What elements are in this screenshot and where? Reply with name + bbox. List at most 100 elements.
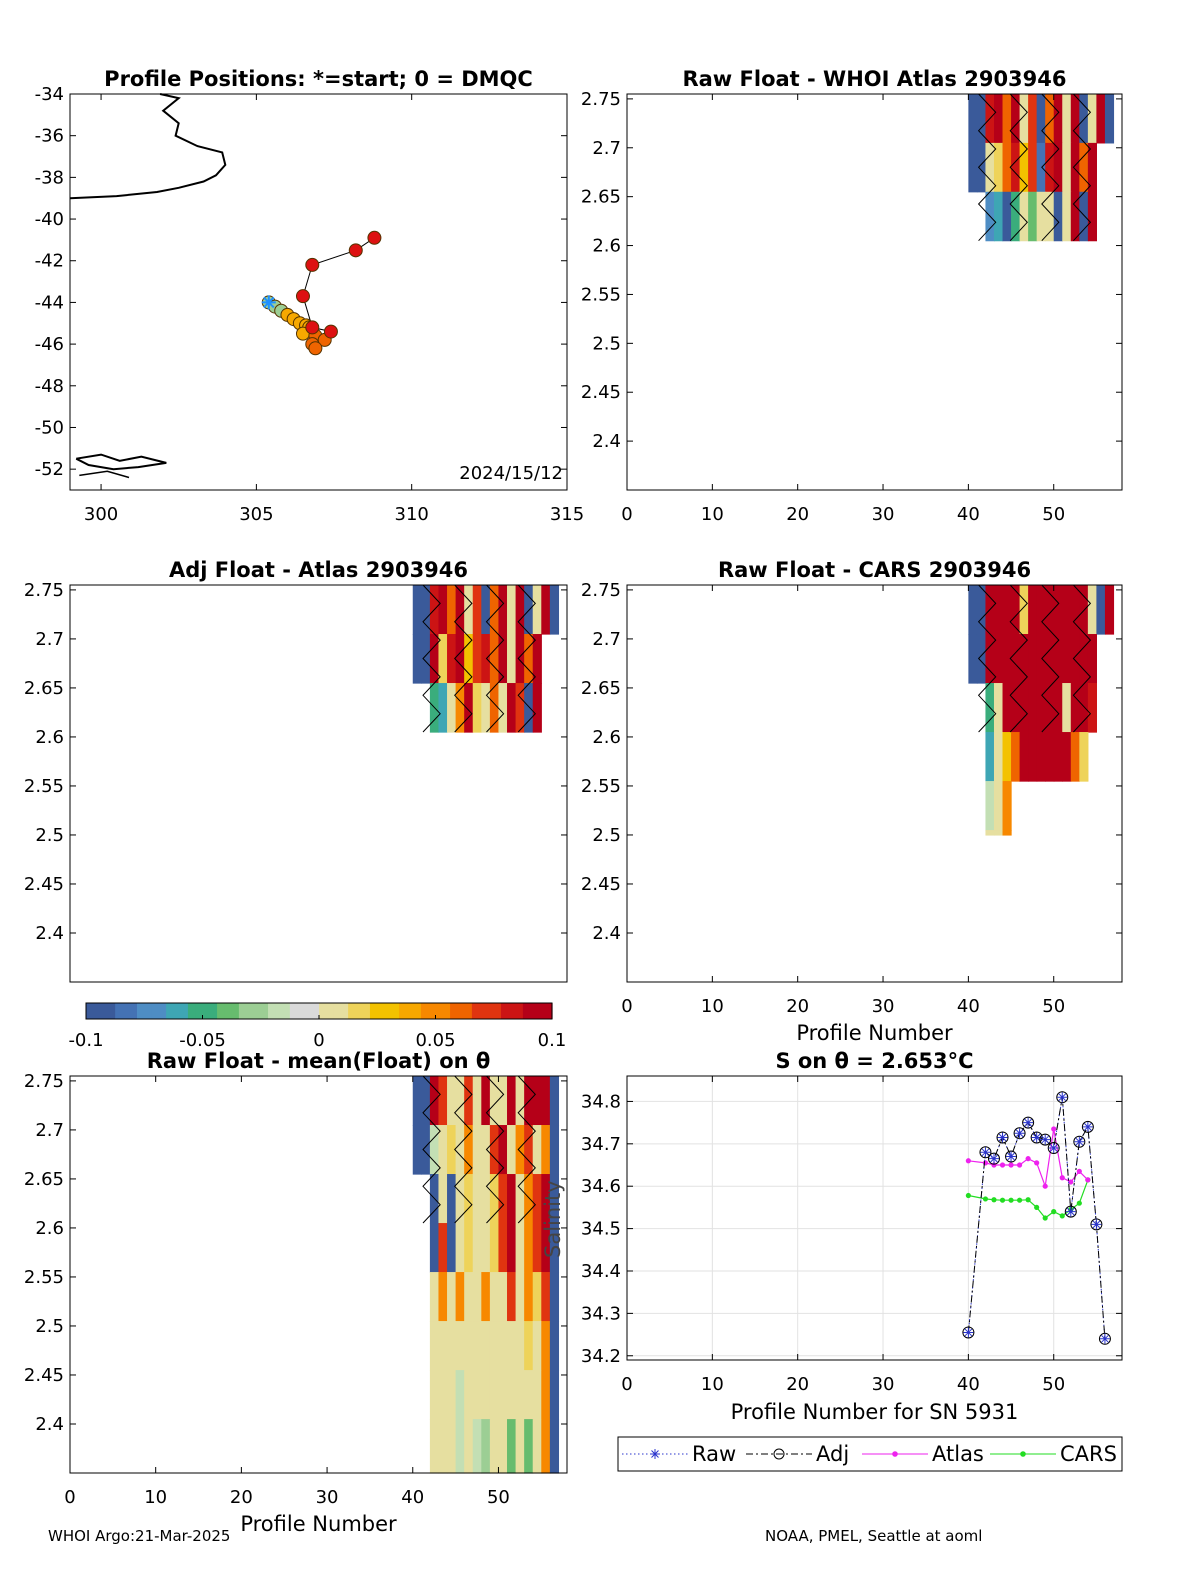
y-tick-label: -42	[35, 251, 64, 272]
heatmap-cell	[1053, 191, 1063, 242]
x-tick-label: 10	[144, 1487, 167, 1508]
heatmap-cell	[429, 1321, 440, 1371]
heatmap-cell	[985, 830, 995, 836]
colorbar-swatch	[231, 1003, 240, 1019]
heatmap-cell	[1079, 732, 1089, 782]
colorbar-swatch	[180, 1003, 189, 1019]
colorbar: -0.1 -0.05 0 0.05 0.1	[68, 1002, 566, 1051]
y-tick-label: 2.45	[24, 1365, 64, 1386]
x-tick-label: 30	[316, 1487, 339, 1508]
colorbar-swatch	[326, 1003, 335, 1019]
y-tick-label: 2.75	[24, 580, 64, 601]
heatmap-cell	[549, 1223, 560, 1273]
raw-point	[1006, 1151, 1017, 1162]
contour-line	[485, 1075, 505, 1224]
y-tick-label: -34	[35, 84, 64, 105]
heatmap-cell	[1019, 732, 1029, 782]
heatmap-cell	[489, 1272, 500, 1322]
colorbar-swatch	[522, 1003, 531, 1019]
heatmap-cell	[1019, 585, 1029, 635]
heatmap-cell	[481, 683, 491, 733]
heatmap-cell	[549, 1272, 560, 1322]
y-tick-label: 2.65	[581, 678, 621, 699]
heatmap-cell	[968, 94, 978, 144]
y-tick-label: 2.45	[581, 382, 621, 403]
heatmap-cell	[541, 1272, 551, 1322]
y-tick-label: 2.5	[35, 1316, 64, 1337]
heatmap-cell	[985, 634, 995, 684]
heatmap-cell	[541, 1223, 551, 1273]
colorbar-swatch	[260, 1003, 269, 1019]
colorbar-swatch	[406, 1003, 415, 1019]
heatmap-cell	[464, 1272, 474, 1322]
heatmap-cell	[498, 1321, 508, 1371]
x-tick-label: 40	[401, 1487, 424, 1508]
heatmap-cell	[532, 1125, 542, 1175]
y-tick-label: 2.4	[592, 923, 621, 944]
y-tick-label: -50	[35, 417, 64, 438]
heatmap-cell	[976, 94, 987, 144]
contour-line	[517, 1075, 536, 1224]
heatmap-cell	[489, 1419, 500, 1474]
heatmap-cell	[429, 1370, 440, 1420]
colorbar-swatch	[450, 1003, 458, 1019]
heatmap-cell	[464, 683, 474, 733]
heatmap-cell	[1002, 585, 1012, 635]
colorbar-swatch	[413, 1003, 422, 1019]
y-tick-label: 34.6	[581, 1176, 621, 1197]
y-tick-label: 2.65	[581, 187, 621, 208]
heatmap-cell	[438, 1370, 448, 1420]
heatmap-cell	[515, 683, 525, 733]
heatmap-cell	[524, 634, 534, 684]
legend-marker	[892, 1451, 898, 1457]
adj-point	[1047, 1142, 1060, 1155]
heatmap-cell	[985, 142, 995, 193]
x-tick-label: 20	[230, 1487, 253, 1508]
heatmap-cell	[412, 1076, 422, 1126]
colorbar-swatch	[486, 1003, 495, 1019]
heatmap-cell	[472, 1321, 482, 1371]
heatmap-cell	[541, 1419, 551, 1474]
profile-position-marker	[348, 243, 363, 258]
raw-point	[1099, 1333, 1110, 1344]
heatmap-cell	[1087, 683, 1097, 733]
heatmap-cell	[1070, 683, 1080, 733]
raw-point	[988, 1153, 999, 1164]
heatmap-cell	[976, 585, 987, 635]
cars-point	[965, 1192, 971, 1199]
y-tick-label: 2.5	[35, 825, 64, 846]
heatmap-cell	[429, 634, 440, 684]
raw-point	[1057, 1092, 1068, 1103]
adj-point	[1064, 1205, 1077, 1218]
x-axis-label: Profile Number	[796, 1021, 953, 1045]
heatmap-cell	[1019, 142, 1029, 193]
x-axis-label: Profile Number	[240, 1512, 397, 1536]
legend: Raw Adj Atlas CARS	[617, 1436, 1123, 1472]
heatmap-cell	[447, 1272, 457, 1322]
atlas-point	[1008, 1162, 1014, 1168]
y-tick-label: -36	[35, 126, 64, 147]
heatmap-cell	[1079, 634, 1089, 684]
heatmap-cell	[464, 1076, 474, 1126]
heatmap-cell	[541, 1076, 551, 1126]
y-tick-label: 2.75	[581, 89, 621, 110]
heatmap-cell	[1045, 191, 1055, 242]
heatmap-cell	[1002, 142, 1012, 193]
map-panel: Profile Positions: *=start; 0 = DMQC 2024…	[35, 67, 585, 525]
contour-line	[1041, 93, 1060, 242]
raw-point	[1023, 1117, 1034, 1128]
heatmap-cell	[447, 1125, 457, 1175]
y-tick-label: 2.55	[24, 776, 64, 797]
heatmap-cell	[1011, 634, 1021, 684]
atlas-point	[965, 1158, 971, 1164]
heatmap-cell	[412, 585, 422, 635]
heatmap-cell	[993, 830, 1004, 836]
y-tick-label: 2.45	[24, 874, 64, 895]
heatmap-cell	[464, 1419, 474, 1474]
heatmap-cell	[447, 1370, 457, 1420]
coastline	[69, 93, 227, 200]
heatmap-cell	[472, 1272, 482, 1322]
start-star-marker	[261, 295, 276, 310]
salinity-frame	[626, 1075, 1123, 1361]
heatmap-cell	[1053, 683, 1063, 733]
